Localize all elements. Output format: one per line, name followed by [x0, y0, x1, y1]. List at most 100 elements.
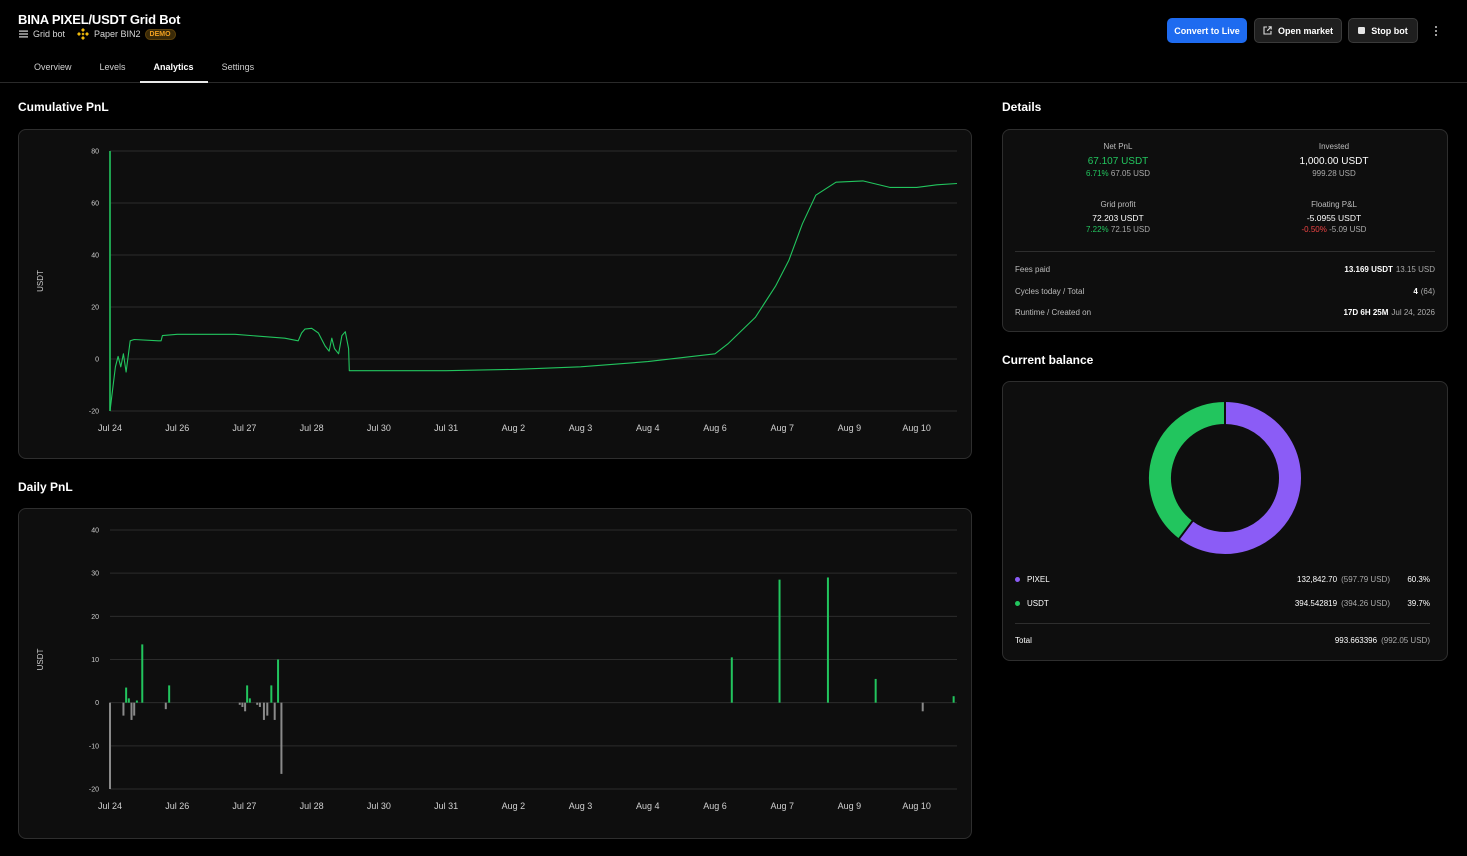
- usdt-name: USDT: [1027, 599, 1049, 608]
- cycles-row: Cycles today / Total 4 (64): [1015, 287, 1435, 296]
- floating-pnl-label: Floating P&L: [1311, 200, 1357, 209]
- account: Paper BIN2 DEMO: [77, 28, 176, 40]
- cumulative-xtick-label: Jul 27: [232, 423, 256, 433]
- cycles-total: (64): [1420, 287, 1435, 296]
- daily-pnl-bar: [952, 696, 955, 703]
- cumulative-xtick-label: Jul 30: [367, 423, 391, 433]
- usdt-amount: 394.542819: [1294, 599, 1338, 608]
- cumulative-pnl-title: Cumulative PnL: [18, 100, 109, 114]
- tab-settings[interactable]: Settings: [221, 62, 255, 72]
- daily-pnl-bar: [241, 702, 244, 707]
- daily-xtick-label: Jul 31: [434, 801, 458, 811]
- daily-pnl-bar: [270, 685, 273, 703]
- more-options-icon[interactable]: [1430, 22, 1442, 40]
- cumulative-ytick-label: 60: [91, 201, 99, 208]
- menu-icon: [19, 30, 28, 38]
- cumulative-ytick-label: 0: [95, 357, 99, 364]
- floating-pnl-stat: Floating P&L -5.0955 USDT -0.50% -5.09 U…: [1234, 200, 1434, 234]
- daily-pnl-bar: [164, 702, 167, 710]
- header: BINA PIXEL/USDT Grid Bot Grid bot Paper …: [0, 0, 1467, 83]
- stop-bot-label: Stop bot: [1371, 25, 1408, 36]
- total-usd: (992.05 USD): [1381, 636, 1430, 645]
- daily-xtick-label: Jul 27: [232, 801, 256, 811]
- daily-pnl-bar: [262, 702, 265, 720]
- external-link-icon: [1263, 26, 1272, 35]
- total-amount: 993.663396: [1334, 636, 1378, 645]
- daily-ytick-label: -20: [89, 787, 99, 794]
- pixel-usd: (597.79 USD): [1341, 575, 1390, 584]
- daily-ytick-label: -10: [89, 743, 99, 750]
- daily-pnl-bar: [778, 579, 781, 703]
- daily-pnl-bar: [826, 577, 829, 703]
- pixel-legend-dot: [1015, 577, 1020, 582]
- cumulative-xtick-label: Aug 2: [502, 423, 526, 433]
- net-pnl-usd: 67.05 USD: [1110, 169, 1151, 178]
- convert-to-live-button[interactable]: Convert to Live: [1167, 18, 1247, 43]
- created-on-value: Jul 24, 2026: [1391, 308, 1435, 317]
- bot-meta: Grid bot Paper BIN2 DEMO: [19, 28, 188, 40]
- daily-pnl-bar: [246, 685, 249, 703]
- daily-pnl-bar: [874, 678, 877, 703]
- balance-row-pixel: PIXEL 132,842.70 (597.79 USD) 60.3%: [1015, 575, 1430, 584]
- donut-separator: [1177, 519, 1194, 541]
- stop-icon: [1358, 27, 1366, 34]
- total-label: Total: [1015, 636, 1032, 645]
- usdt-legend-dot: [1015, 601, 1020, 606]
- pixel-pct: 60.3%: [1407, 575, 1430, 584]
- fees-usd: 13.15 USD: [1395, 265, 1435, 274]
- balance-donut-chart: [1149, 401, 1301, 554]
- daily-xtick-label: Jul 28: [300, 801, 324, 811]
- tab-bar: Overview Levels Analytics Settings: [20, 58, 268, 83]
- net-pnl-pct: 6.71%: [1085, 169, 1109, 178]
- daily-pnl-bar: [133, 702, 136, 716]
- tab-analytics[interactable]: Analytics: [139, 58, 208, 83]
- daily-xtick-label: Aug 2: [502, 801, 526, 811]
- grid-profit-stat: Grid profit 72.203 USDT 7.22% 72.15 USD: [1018, 200, 1218, 234]
- daily-pnl-bar: [921, 702, 924, 712]
- cumulative-ytick-label: -20: [89, 409, 99, 416]
- daily-ytick-label: 40: [91, 528, 99, 535]
- cumulative-xtick-label: Aug 7: [770, 423, 794, 433]
- donut-slice-pixel: [1179, 402, 1301, 554]
- daily-pnl-bar: [141, 644, 144, 703]
- daily-xtick-label: Aug 10: [902, 801, 931, 811]
- cycles-label: Cycles today / Total: [1015, 287, 1085, 296]
- details-panel: Net PnL 67.107 USDT 6.71% 67.05 USD Inve…: [1002, 129, 1448, 332]
- details-divider: [1015, 251, 1435, 252]
- floating-pnl-pct: -0.50%: [1301, 225, 1327, 234]
- tab-overview[interactable]: Overview: [34, 62, 72, 72]
- tab-levels[interactable]: Levels: [99, 62, 126, 72]
- cumulative-pnl-chart: 80 60 40 20 0 -20 Jul 24 Jul 26 Jul 27 Jul 28 Jul …: [36, 149, 958, 433]
- grid-profit-pct: 7.22%: [1085, 225, 1109, 234]
- page-title: BINA PIXEL/USDT Grid Bot: [18, 12, 181, 27]
- daily-pnl-title: Daily PnL: [18, 480, 73, 494]
- account-label: Paper BIN2: [94, 29, 141, 39]
- balance-row-usdt: USDT 394.542819 (394.26 USD) 39.7%: [1015, 599, 1430, 608]
- pixel-amount: 132,842.70: [1297, 575, 1338, 584]
- cumulative-xtick-label: Jul 28: [300, 423, 324, 433]
- daily-pnl-bar: [273, 702, 276, 720]
- daily-pnl-chart: 40 30 20 10 0 -10 -20 Jul 24 Jul 26 Jul 27 Jul 28 J…: [36, 528, 957, 811]
- net-pnl-value: 67.107 USDT: [1087, 156, 1149, 167]
- daily-pnl-bar: [277, 659, 280, 703]
- daily-pnl-bar: [238, 702, 241, 705]
- daily-xtick-label: Aug 4: [636, 801, 660, 811]
- cumulative-ytick-label: 80: [91, 149, 99, 156]
- stop-bot-button[interactable]: Stop bot: [1348, 18, 1418, 43]
- fees-value: 13.169 USDT: [1344, 265, 1393, 274]
- invested-label: Invested: [1318, 142, 1350, 151]
- daily-pnl-bar: [256, 702, 259, 705]
- daily-pnl-bar: [248, 698, 251, 703]
- daily-xtick-label: Aug 7: [770, 801, 794, 811]
- open-market-button[interactable]: Open market: [1254, 18, 1342, 43]
- balance-divider: [1015, 623, 1430, 624]
- cumulative-ytick-label: 20: [91, 305, 99, 312]
- cumulative-ytick-label: 40: [91, 253, 99, 260]
- usdt-usd: (394.26 USD): [1341, 599, 1390, 608]
- daily-xtick-label: Jul 30: [367, 801, 391, 811]
- net-pnl-label: Net PnL: [1103, 142, 1133, 151]
- daily-ytick-label: 20: [91, 614, 99, 621]
- floating-pnl-value: -5.0955 USDT: [1306, 213, 1362, 223]
- cumulative-xtick-label: Aug 4: [636, 423, 660, 433]
- runtime-label: Runtime / Created on: [1015, 308, 1092, 317]
